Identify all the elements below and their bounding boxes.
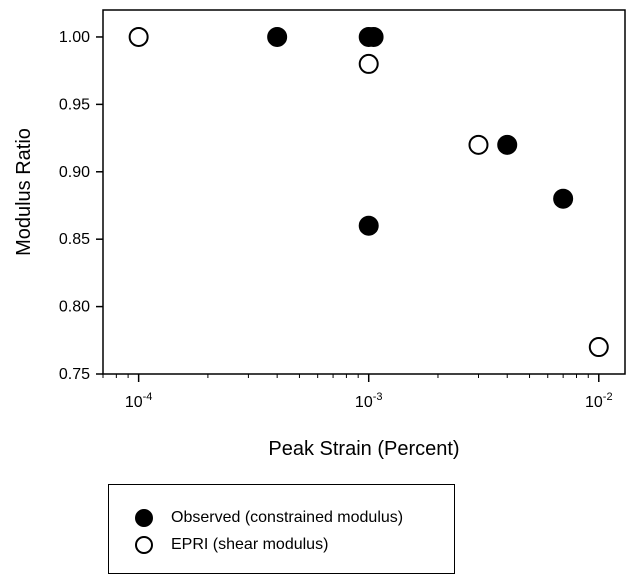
- y-tick-label: 0.90: [59, 164, 90, 181]
- filled-circle-icon: [135, 509, 153, 527]
- x-axis-ticks: 10-4 10-3 10-2: [102, 374, 613, 411]
- x-tick-label: 10-4: [125, 391, 153, 411]
- plot-frame: [102, 9, 626, 375]
- epri-point: [358, 53, 379, 74]
- legend-item-observed: Observed (constrained modulus): [135, 506, 403, 530]
- observed-point: [497, 134, 518, 155]
- scatter-chart: 0.75 0.80 0.85 0.90 0.95 1.00 10-4 10-3 10-2 Pe…: [13, 9, 626, 460]
- epri-point: [468, 134, 489, 155]
- y-tick-label: 0.80: [59, 299, 90, 316]
- observed-point: [267, 26, 288, 47]
- y-tick-label: 0.85: [59, 231, 90, 248]
- legend-item-epri: EPRI (shear modulus): [135, 533, 328, 557]
- y-axis-title: Modulus Ratio: [13, 128, 35, 256]
- observed-point: [358, 215, 379, 236]
- legend-label-observed: Observed (constrained modulus): [171, 509, 404, 526]
- y-axis-ticks: 0.75 0.80 0.85 0.90 0.95 1.00: [59, 29, 103, 383]
- x-tick-label: 10-3: [355, 391, 383, 411]
- legend-label-epri: EPRI (shear modulus): [171, 536, 329, 553]
- observed-point: [553, 188, 574, 209]
- y-tick-label: 1.00: [59, 29, 90, 46]
- data-points: [128, 26, 609, 358]
- epri-point: [128, 26, 149, 47]
- y-tick-label: 0.95: [59, 96, 90, 113]
- y-tick-label: 0.75: [59, 366, 90, 383]
- epri-point: [588, 337, 609, 358]
- legend: Observed (constrained modulus) EPRI (she…: [108, 484, 455, 574]
- open-circle-icon: [135, 536, 153, 554]
- x-axis-title: Peak Strain (Percent): [268, 438, 459, 460]
- x-tick-label: 10-2: [585, 391, 613, 411]
- observed-point: [363, 26, 384, 47]
